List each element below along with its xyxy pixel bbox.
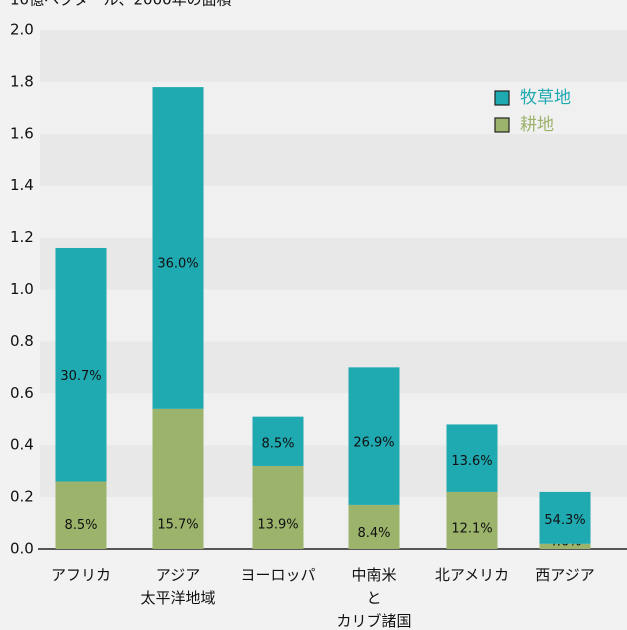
legend-label: 耕地 (520, 115, 554, 135)
bar-segment (348, 504, 400, 549)
y-tick-label: 0.4 (10, 436, 34, 454)
x-tick-label: アフリカ (51, 566, 111, 584)
x-tick-label: アジア太平洋地域 (140, 566, 215, 607)
chart-title: 10億ヘクタール、2000年の面積 (10, 0, 232, 9)
bar-label: 15.7% (157, 518, 198, 533)
bar-label: 12.1% (451, 522, 492, 537)
bar-segment (152, 87, 204, 409)
grid-band (40, 185, 627, 238)
grid-band (40, 341, 627, 394)
bar-label: 13.6% (451, 454, 492, 469)
bar-label: 54.3% (544, 513, 585, 528)
x-tick-label: 北アメリカ (435, 566, 509, 584)
legend-label: 牧草地 (520, 88, 571, 108)
grid-band (40, 30, 627, 82)
bar-segment (252, 465, 304, 549)
x-tick-label: 西アジア (535, 566, 594, 584)
bar-label: 8.5% (261, 436, 294, 451)
bar-segment (152, 408, 204, 549)
bar-segment (55, 481, 107, 549)
y-tick-label: 0.0 (10, 540, 34, 558)
grid-band (40, 445, 627, 498)
bar-segment (348, 367, 400, 505)
bar-label: 8.5% (64, 518, 97, 533)
grid-band (40, 393, 627, 446)
y-tick-label: 0.8 (10, 332, 34, 350)
y-tick-label: 1.2 (10, 228, 34, 246)
bar-label: 36.0% (157, 257, 198, 272)
y-tick-label: 1.0 (10, 280, 34, 298)
grid-band (40, 497, 627, 549)
bar-segment (252, 416, 304, 466)
bar-label: 13.9% (257, 518, 298, 533)
bar-segment (446, 424, 498, 492)
bar-segment (55, 247, 107, 482)
bar-segment (539, 491, 591, 544)
grid-band (40, 133, 627, 186)
x-tick-label: ヨーロッパ (240, 566, 315, 584)
grid-band (40, 289, 627, 342)
legend-swatch (494, 117, 510, 133)
bar-segment (446, 491, 498, 549)
y-tick-label: 0.2 (10, 488, 34, 506)
bar-label: 8.4% (357, 526, 390, 541)
grid-band (40, 81, 627, 134)
y-tick-label: 1.6 (10, 124, 34, 142)
y-tick-label: 1.4 (10, 176, 34, 194)
x-tick-label: 中南米とカリブ諸国 (336, 566, 411, 630)
y-tick-label: 2.0 (10, 21, 34, 39)
bar-segment (539, 543, 591, 549)
legend-swatch (494, 90, 510, 106)
bar-label: 26.9% (353, 435, 394, 450)
grid-band (40, 237, 627, 290)
bar-label: 30.7% (60, 369, 101, 384)
y-tick-label: 0.6 (10, 384, 34, 402)
y-tick-label: 1.8 (10, 72, 34, 90)
